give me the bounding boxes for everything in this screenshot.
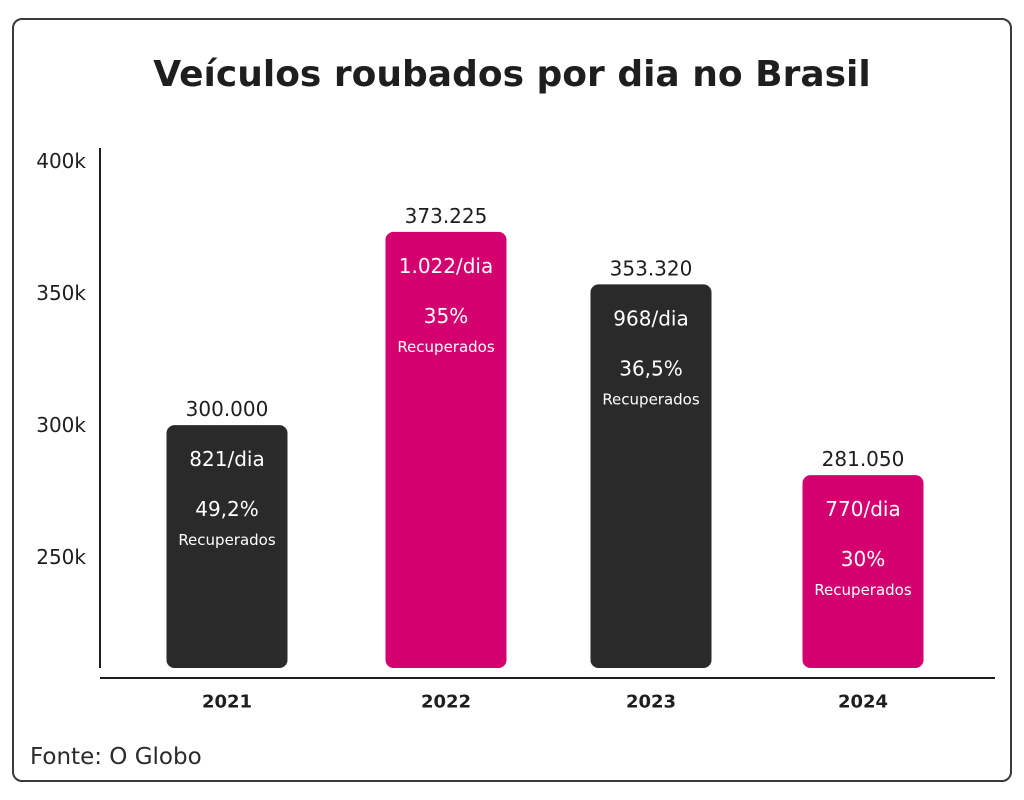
x-tick-label-2021: 2021 bbox=[202, 692, 252, 713]
bar-value-label-2024: 281.050 bbox=[822, 447, 905, 471]
x-tick-label-2024: 2024 bbox=[838, 692, 888, 713]
bar-group-2021: 300.000 821/dia 49,2% Recuperados bbox=[166, 397, 288, 668]
bar-per-day-label-2021: 821/dia bbox=[189, 447, 264, 471]
y-tick-label-350k: 350k bbox=[36, 281, 86, 305]
chart-frame bbox=[12, 18, 1012, 782]
bar-recovered-caption-2023: Recuperados bbox=[602, 390, 700, 408]
bar-recovered-pct-label-2023: 36,5% bbox=[619, 356, 683, 380]
bar-per-day-label-2024: 770/dia bbox=[825, 497, 900, 521]
y-tick-label-300k: 300k bbox=[36, 413, 86, 437]
bar-recovered-pct-label-2021: 49,2% bbox=[195, 497, 259, 521]
bar-2023 bbox=[590, 284, 712, 668]
bars: 300.000 821/dia 49,2% Recuperados 373.225 1.0… bbox=[166, 204, 924, 668]
bar-group-2023: 353.320 968/dia 36,5% Recuperados bbox=[590, 256, 712, 668]
y-tick-label-250k: 250k bbox=[36, 545, 86, 569]
bar-value-label-2021: 300.000 bbox=[186, 397, 269, 421]
x-tick-label-2022: 2022 bbox=[421, 692, 471, 713]
bar-2024 bbox=[802, 475, 924, 668]
chart-title: Veículos roubados por dia no Brasil bbox=[153, 54, 871, 95]
bar-value-label-2022: 373.225 bbox=[405, 204, 488, 228]
x-axis-labels: 2021 2022 2023 2024 bbox=[202, 692, 888, 713]
bar-recovered-caption-2024: Recuperados bbox=[814, 581, 912, 599]
bar-per-day-label-2022: 1.022/dia bbox=[399, 254, 494, 278]
bar-group-2022: 373.225 1.022/dia 35% Recuperados bbox=[385, 204, 507, 668]
bar-2022 bbox=[385, 231, 507, 668]
source-note: Fonte: O Globo bbox=[30, 744, 202, 770]
bar-recovered-caption-2022: Recuperados bbox=[397, 338, 495, 356]
y-axis-ticks: 400k 350k 300k 250k bbox=[36, 149, 86, 569]
bar-2021 bbox=[166, 425, 288, 668]
bar-value-label-2023: 353.320 bbox=[610, 256, 693, 280]
bar-recovered-caption-2021: Recuperados bbox=[178, 531, 276, 549]
bar-recovered-pct-label-2024: 30% bbox=[841, 547, 885, 571]
x-tick-label-2023: 2023 bbox=[626, 692, 676, 713]
bar-group-2024: 281.050 770/dia 30% Recuperados bbox=[802, 447, 924, 668]
bar-recovered-pct-label-2022: 35% bbox=[424, 304, 468, 328]
y-tick-label-400k: 400k bbox=[36, 149, 86, 173]
bar-per-day-label-2023: 968/dia bbox=[613, 306, 688, 330]
